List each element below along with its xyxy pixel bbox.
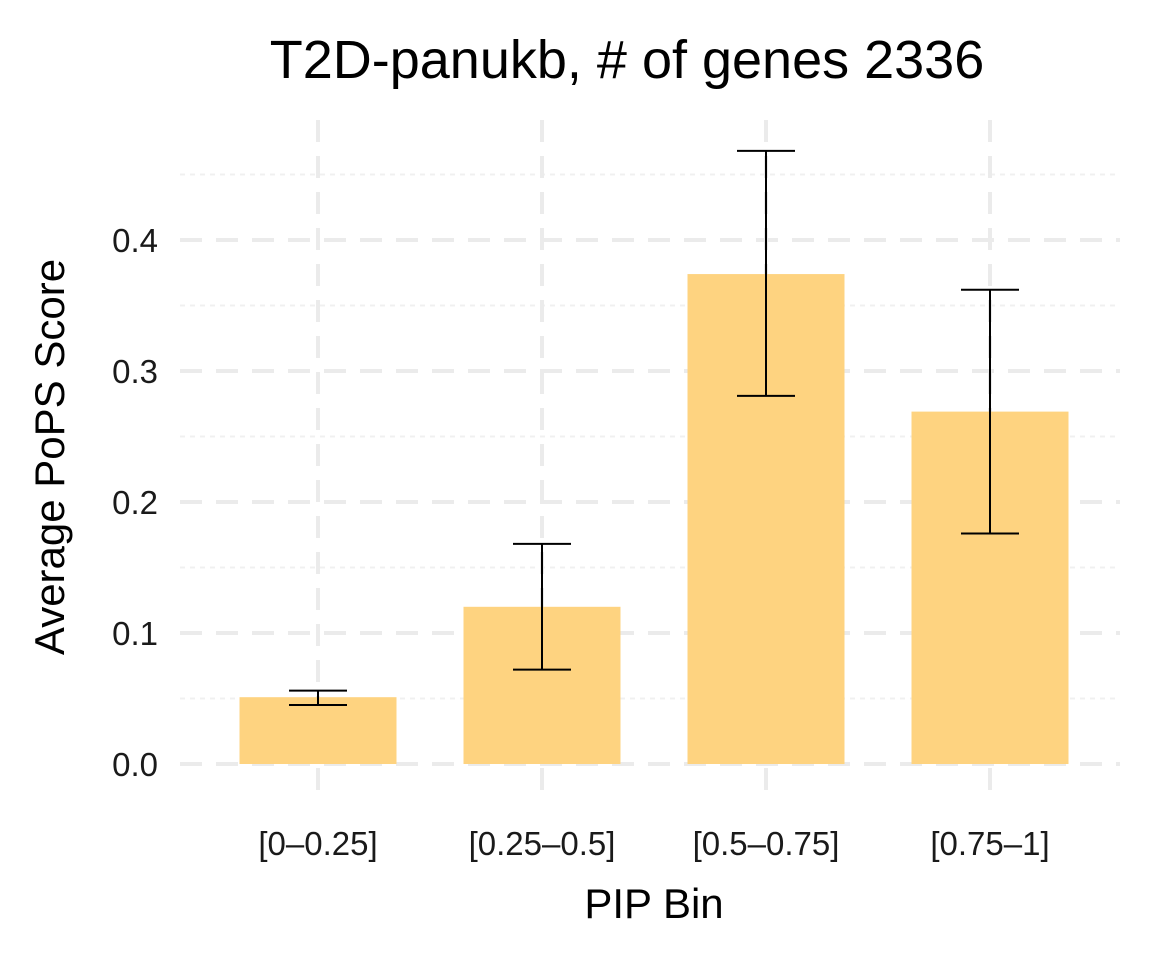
x-tick-label: [0.25–0.5] [469,825,616,862]
y-tick-label: 0.4 [112,222,158,259]
bars [239,274,1069,764]
y-tick-label: 0.0 [112,746,158,783]
y-tick-label: 0.2 [112,484,158,521]
x-tick-label: [0–0.25] [258,825,377,862]
error-bars [289,149,1019,707]
bar [239,697,397,764]
x-axis-title: PIP Bin [584,880,723,927]
y-tick-label: 0.3 [112,353,158,390]
y-axis-title: Average PoPS Score [26,259,73,655]
x-tick-label: [0.5–0.75] [693,825,840,862]
x-axis-ticks: [0–0.25] [0.25–0.5] [0.5–0.75] [0.75–1] [258,825,1049,862]
chart-title: T2D-panukb, # of genes 2336 [270,30,985,90]
y-axis-ticks: 0.0 0.1 0.2 0.3 0.4 [112,222,158,783]
y-tick-label: 0.1 [112,615,158,652]
x-tick-label: [0.75–1] [930,825,1049,862]
